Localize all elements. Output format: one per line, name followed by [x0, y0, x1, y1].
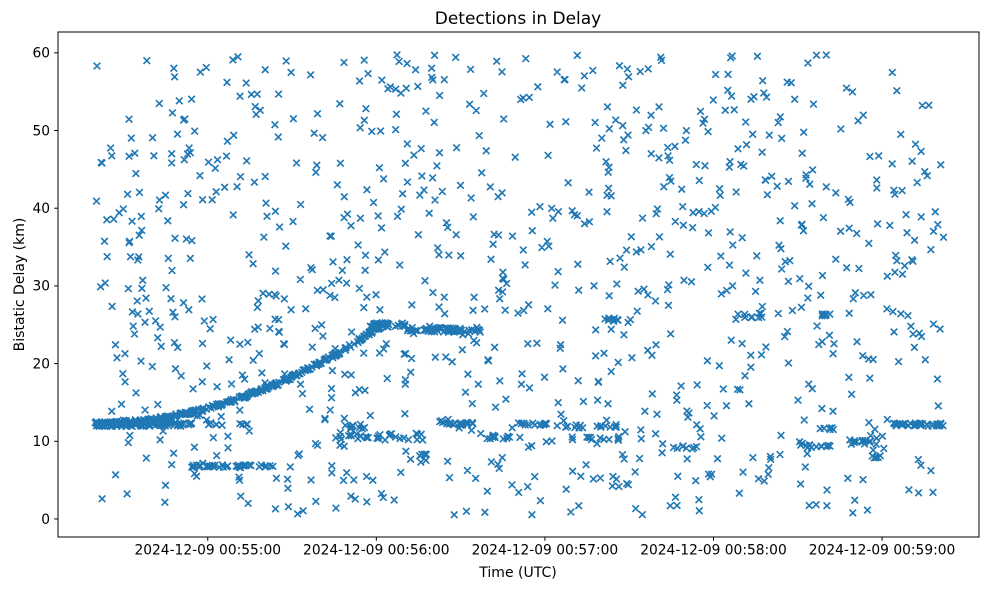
x-tick-label: 2024-12-09 00:57:00	[472, 543, 619, 559]
plot-area	[57, 31, 980, 538]
scatter-points-layer	[91, 51, 948, 519]
y-tick-label: 50	[32, 123, 50, 139]
x-axis: 2024-12-09 00:55:00 2024-12-09 00:56:00 20…	[134, 537, 955, 559]
y-tick-label: 10	[32, 434, 50, 450]
x-tick-label: 2024-12-09 00:58:00	[640, 543, 787, 559]
y-tick-label: 20	[32, 356, 50, 372]
x-tick-label: 2024-12-09 00:59:00	[809, 543, 956, 559]
y-tick-label: 30	[32, 279, 50, 295]
x-tick-label: 2024-12-09 00:55:00	[134, 543, 281, 559]
y-axis-label: Bistatic Delay (km)	[12, 218, 28, 352]
scatter-series-clutter-line-segments	[92, 309, 947, 472]
scatter-series-background-detections-noise	[92, 51, 948, 519]
y-tick-label: 60	[32, 46, 50, 62]
y-axis: 0 10 20 30 40 50 60	[32, 46, 58, 528]
x-tick-label: 2024-12-09 00:56:00	[303, 543, 450, 559]
x-axis-label: Time (UTC)	[478, 565, 556, 581]
y-tick-label: 40	[32, 201, 50, 217]
chart-title: Detections in Delay	[435, 9, 602, 29]
y-tick-label: 0	[41, 512, 50, 528]
